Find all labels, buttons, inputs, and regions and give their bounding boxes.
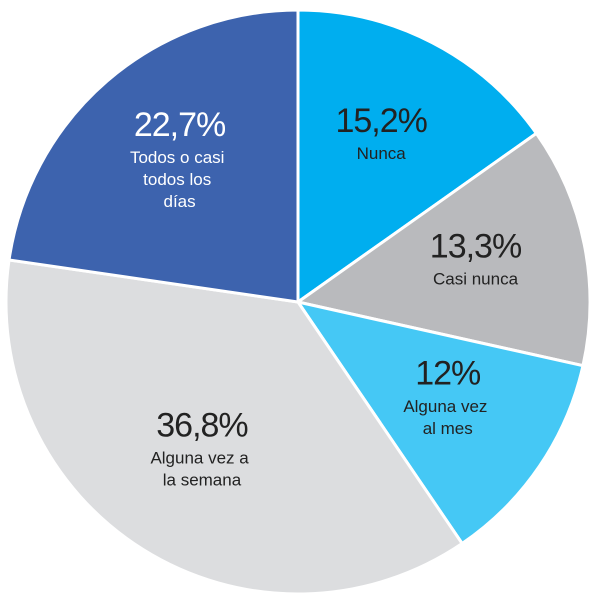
category-label: Nunca — [357, 145, 407, 164]
value-label: 15,2% — [335, 102, 427, 140]
pie-slice — [294, 299, 585, 546]
pie-slice — [294, 131, 591, 368]
pie-slice — [4, 258, 465, 596]
category-label: Todos o casi todos los días — [130, 149, 229, 212]
value-label: 36,8% — [156, 406, 248, 444]
category-label: Casi nunca — [433, 270, 519, 289]
category-label: Alguna vez al mes — [403, 397, 492, 438]
pie-slice — [7, 8, 300, 304]
value-label: 12% — [415, 355, 481, 393]
value-label: 13,3% — [430, 227, 522, 265]
pie-slice — [296, 8, 539, 305]
category-label: Alguna vez a la semana — [150, 449, 253, 490]
value-label: 22,7% — [134, 106, 226, 144]
